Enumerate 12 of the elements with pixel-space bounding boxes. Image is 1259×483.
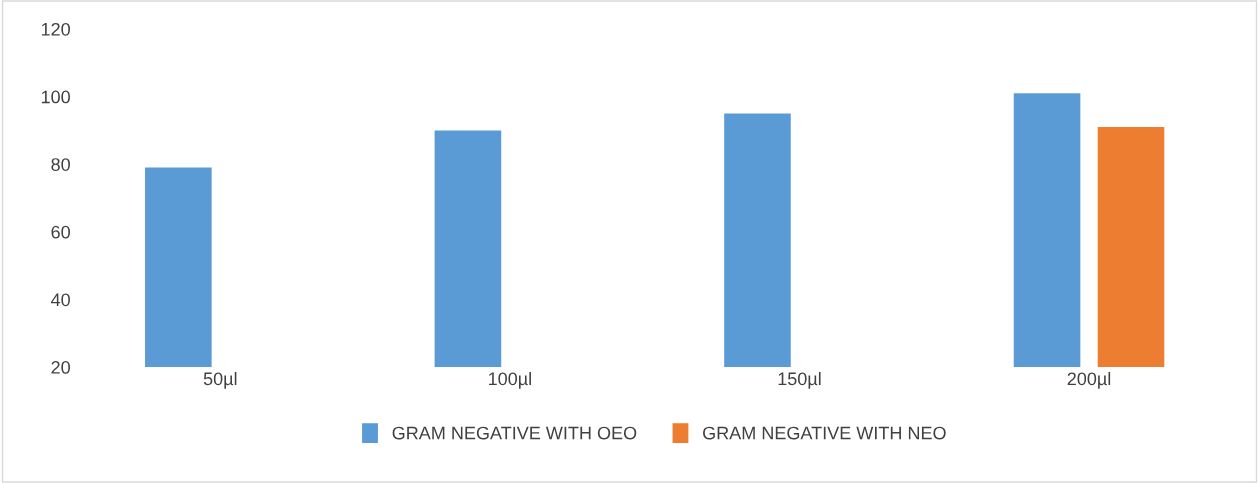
legend-label: GRAM NEGATIVE WITH NEO xyxy=(703,426,946,440)
y-tick-label: 40 xyxy=(51,293,70,307)
y-tick-label: 20 xyxy=(51,361,70,374)
x-tick-label: 100µl xyxy=(489,371,531,389)
legend-label: GRAM NEGATIVE WITH OEO xyxy=(392,426,637,440)
x-tick-label: 50µl xyxy=(203,371,237,389)
x-tick-label: 200µl xyxy=(1067,371,1111,389)
y-tick-label: 80 xyxy=(51,158,70,171)
x-tick-label: 150µl xyxy=(778,371,821,389)
y-tick-label: 120 xyxy=(41,22,70,36)
y-tick-label: 100 xyxy=(41,90,70,104)
y-tick-label: 60 xyxy=(51,225,70,239)
